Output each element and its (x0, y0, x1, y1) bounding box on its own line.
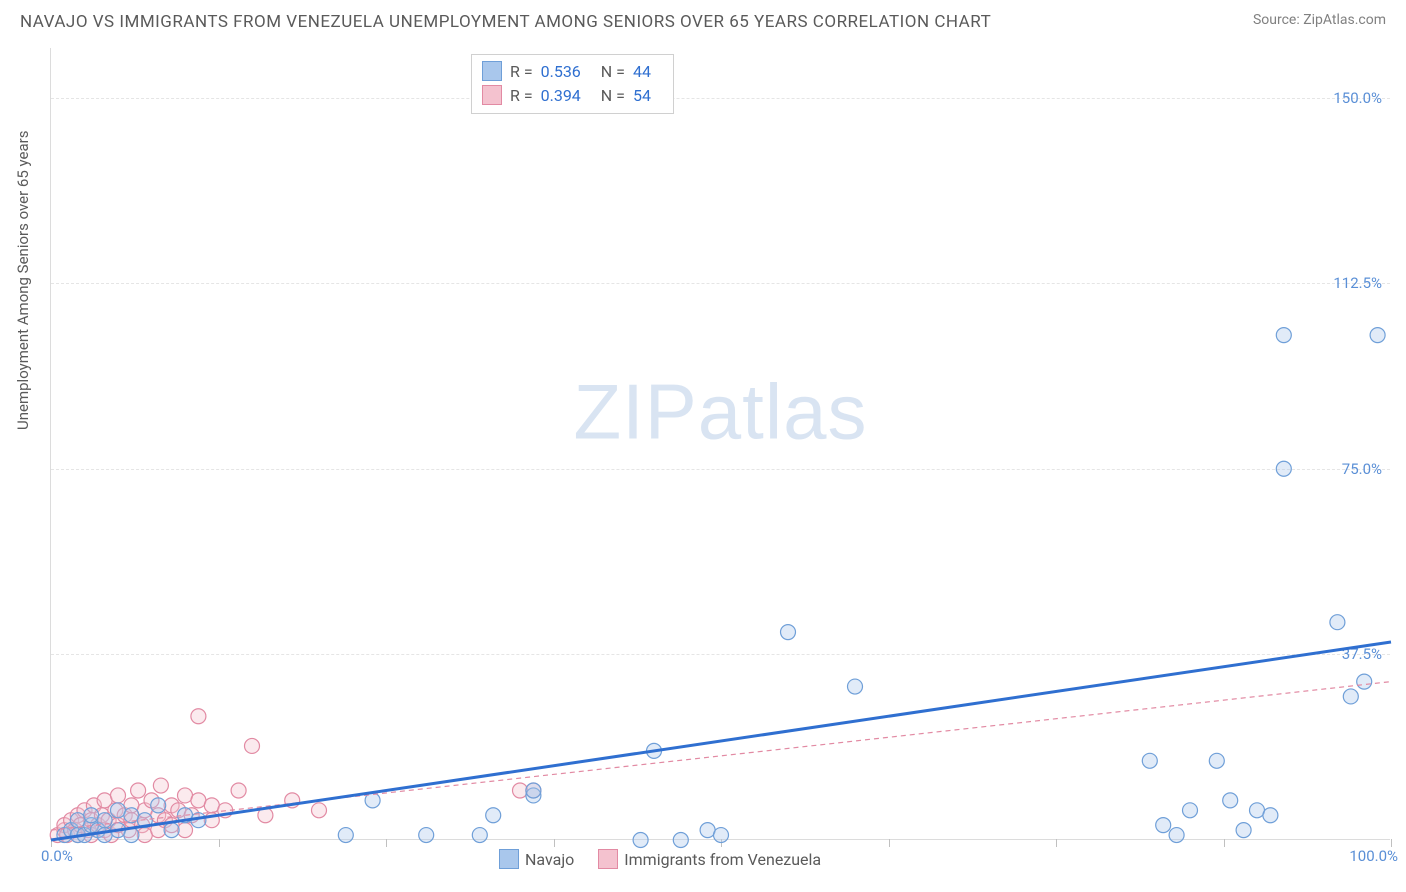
source-prefix: Source: (1253, 12, 1303, 28)
scatter-point-navajo (848, 679, 863, 694)
chart-title: NAVAJO VS IMMIGRANTS FROM VENEZUELA UNEM… (20, 12, 991, 32)
scatter-point-navajo (151, 798, 166, 813)
scatter-point-navajo (1276, 328, 1291, 343)
scatter-point-navajo (1330, 615, 1345, 630)
legend-label-navajo: Navajo (525, 850, 574, 869)
scatter-point-navajo (1263, 808, 1278, 823)
scatter-point-navajo (1223, 793, 1238, 808)
scatter-point-venezuela (312, 803, 327, 818)
legend: Navajo Immigrants from Venezuela (499, 849, 835, 869)
source-name: ZipAtlas.com (1303, 12, 1386, 28)
legend-item-venezuela: Immigrants from Venezuela (598, 849, 821, 869)
scatter-point-navajo (633, 833, 648, 848)
x-axis-min-label: 0.0% (41, 847, 73, 865)
stats-row-navajo: R = 0.536 N = 44 (482, 59, 663, 83)
scatter-point-venezuela (131, 783, 146, 798)
scatter-point-navajo (714, 828, 729, 843)
x-axis-max-label: 100.0% (1349, 847, 1398, 865)
scatter-point-venezuela (231, 783, 246, 798)
scatter-point-venezuela (111, 788, 126, 803)
scatter-point-navajo (84, 808, 99, 823)
correlation-stats-box: R = 0.536 N = 44 R = 0.394 N = 54 (471, 54, 674, 114)
x-tick (386, 839, 387, 847)
x-tick (889, 839, 890, 847)
legend-label-venezuela: Immigrants from Venezuela (624, 850, 821, 869)
scatter-point-navajo (1370, 328, 1385, 343)
scatter-point-venezuela (245, 738, 260, 753)
scatter-point-navajo (526, 783, 541, 798)
scatter-point-navajo (124, 808, 139, 823)
swatch-venezuela (482, 85, 502, 105)
legend-swatch-venezuela (598, 849, 618, 869)
scatter-point-venezuela (137, 828, 152, 843)
scatter-point-navajo (700, 823, 715, 838)
scatter-point-navajo (1236, 823, 1251, 838)
scatter-point-navajo (486, 808, 501, 823)
n-label: N = (601, 86, 625, 105)
scatter-point-venezuela (513, 783, 528, 798)
scatter-point-navajo (419, 828, 434, 843)
n-label: N = (601, 62, 625, 81)
chart-plot-area: ZIPatlas 37.5%75.0%112.5%150.0% 0.0% 100… (50, 48, 1390, 840)
scatter-point-navajo (1169, 828, 1184, 843)
source-attribution: Source: ZipAtlas.com (1253, 12, 1386, 28)
scatter-point-navajo (111, 803, 126, 818)
scatter-point-navajo (472, 828, 487, 843)
stats-row-venezuela: R = 0.394 N = 54 (482, 83, 663, 107)
scatter-point-navajo (1276, 461, 1291, 476)
scatter-point-navajo (1250, 803, 1265, 818)
scatter-point-navajo (1209, 753, 1224, 768)
r-value-navajo: 0.536 (541, 62, 581, 81)
scatter-point-navajo (70, 813, 85, 828)
legend-item-navajo: Navajo (499, 849, 574, 869)
swatch-navajo (482, 61, 502, 81)
legend-swatch-navajo (499, 849, 519, 869)
scatter-point-venezuela (153, 778, 168, 793)
scatter-point-navajo (1357, 674, 1372, 689)
n-value-venezuela: 54 (633, 86, 651, 105)
scatter-point-navajo (97, 813, 112, 828)
x-tick (1391, 839, 1392, 847)
scatter-point-venezuela (178, 788, 193, 803)
r-value-venezuela: 0.394 (541, 86, 581, 105)
scatter-point-navajo (1156, 818, 1171, 833)
scatter-point-venezuela (178, 823, 193, 838)
scatter-point-navajo (1183, 803, 1198, 818)
scatter-point-venezuela (191, 793, 206, 808)
scatter-point-navajo (1142, 753, 1157, 768)
scatter-point-navajo (781, 625, 796, 640)
x-tick (1224, 839, 1225, 847)
scatter-svg (51, 48, 1390, 839)
scatter-point-venezuela (191, 709, 206, 724)
scatter-point-navajo (673, 833, 688, 848)
x-tick (554, 839, 555, 847)
r-label: R = (510, 86, 533, 105)
scatter-point-navajo (338, 828, 353, 843)
x-tick (1056, 839, 1057, 847)
scatter-point-navajo (164, 823, 179, 838)
x-tick (219, 839, 220, 847)
scatter-point-venezuela (204, 798, 219, 813)
n-value-navajo: 44 (633, 62, 651, 81)
r-label: R = (510, 62, 533, 81)
scatter-point-navajo (1343, 689, 1358, 704)
y-axis-title: Unemployment Among Seniors over 65 years (14, 131, 32, 430)
